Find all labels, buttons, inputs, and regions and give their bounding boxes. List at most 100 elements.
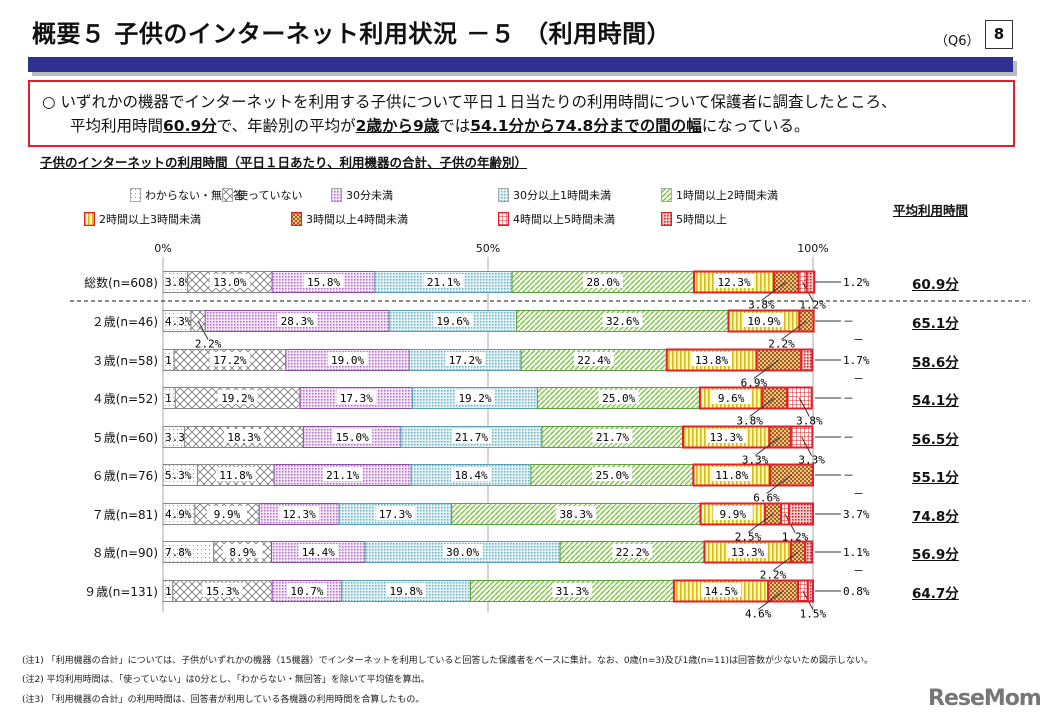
- label-background: [222, 544, 263, 558]
- data-label: 17.2%: [213, 354, 246, 367]
- label-background: [215, 467, 256, 481]
- axis-tick-label: 50%: [475, 242, 501, 255]
- legend-swatch: [661, 188, 672, 202]
- data-label: 9.9%: [214, 508, 241, 521]
- callout-line: [754, 436, 781, 456]
- data-label: 2.2%: [195, 338, 222, 351]
- legend-item: わからない・無回答: [130, 187, 244, 203]
- summary-box: ○ いずれかの機器でインターネットを利用する子供について平日１日当たりの利用時間…: [28, 80, 1015, 147]
- data-label: 9.6%: [718, 392, 745, 405]
- data-label: 19.2%: [221, 392, 254, 405]
- footnote-3: (注3) 「利用機器の合計」の利用時間は、回答者が利用している各機器の利用時間を…: [22, 695, 425, 705]
- average-value: 56.5分: [912, 432, 959, 448]
- label-background: [712, 506, 753, 520]
- data-label: 15.0%: [336, 431, 369, 444]
- data-label: 38.3%: [560, 508, 593, 521]
- label-background: [277, 313, 318, 327]
- legend-swatch: [291, 212, 302, 226]
- page-title: 概要５ 子供のインターネット利用状況 －５ （利用時間）: [32, 20, 672, 48]
- data-label: 2.5%: [735, 531, 762, 544]
- data-label: －: [843, 315, 854, 328]
- data-label: 32.6%: [606, 315, 639, 328]
- callout-line: [772, 551, 799, 571]
- data-label: 3.3%: [742, 454, 769, 467]
- data-label: 11.8%: [219, 469, 252, 482]
- data-label: 21.7%: [596, 431, 629, 444]
- label-background: [432, 313, 473, 327]
- data-label: －: [843, 469, 854, 482]
- axis-tick-label: 100%: [797, 242, 829, 255]
- resemom-logo: ReseMom: [928, 686, 1040, 711]
- label-background: [598, 390, 639, 404]
- callout-line: [766, 474, 792, 494]
- data-label: 19.6%: [436, 315, 469, 328]
- data-label: 7.8%: [165, 546, 192, 559]
- row-label: ７歳(n=81): [91, 508, 158, 522]
- label-background: [691, 352, 732, 366]
- average-value: 65.1分: [912, 316, 959, 332]
- data-label: 25.0%: [596, 469, 629, 482]
- data-label: 19.0%: [331, 354, 364, 367]
- label-background: [209, 274, 250, 288]
- data-label: 18.4%: [455, 469, 488, 482]
- average-value: 54.1分: [912, 393, 959, 409]
- legend-label: 1時間以上2時間未満: [676, 189, 778, 202]
- row-label: ９歳(n=131): [84, 585, 158, 599]
- legend-label: 2時間以上3時間未満: [99, 213, 201, 226]
- data-label: 19.2%: [458, 392, 491, 405]
- data-label: 13.3%: [731, 546, 764, 559]
- average-value: 56.9分: [912, 547, 959, 563]
- legend-item: 使っていない: [222, 187, 302, 203]
- callout-line: [761, 281, 787, 301]
- data-label: 17.2%: [449, 354, 482, 367]
- legend-swatch: [661, 212, 672, 226]
- label-background: [602, 313, 643, 327]
- summary-text: になっている。: [701, 117, 810, 135]
- row-label: ８歳(n=90): [91, 546, 158, 560]
- label-background: [279, 506, 320, 520]
- label-background: [386, 583, 427, 597]
- bar-segment: [806, 579, 814, 603]
- data-label: 1.7%: [843, 354, 870, 367]
- legend-swatch: [498, 212, 509, 226]
- data-label: 12.3%: [717, 276, 750, 289]
- label-background: [701, 583, 742, 597]
- label-background: [303, 274, 344, 288]
- label-background: [298, 544, 339, 558]
- chart-title: 子供のインターネットの利用時間（平日１日あたり、利用機器の合計、子供の年齢別）: [40, 155, 528, 170]
- label-background: [223, 429, 264, 443]
- legend-label: 30分未満: [346, 189, 393, 202]
- data-label: 0.8%: [843, 585, 870, 598]
- zero-label: －: [853, 565, 864, 578]
- label-background: [209, 352, 250, 366]
- label-background: [583, 274, 624, 288]
- legend-label: 5時間以上: [676, 213, 727, 226]
- data-label: 15.3%: [206, 585, 239, 598]
- data-label: 17.3%: [379, 508, 412, 521]
- data-label: 3.8%: [796, 415, 823, 428]
- data-label: 1.2%: [799, 299, 826, 312]
- data-label: 12.3%: [283, 508, 316, 521]
- label-background: [711, 390, 752, 404]
- legend-item: 2時間以上3時間未満: [84, 211, 201, 227]
- footnote-2: (注2) 平均利用時間は、「使っていない」は0分とし、「わからない・無回答」を除…: [22, 675, 430, 685]
- summary-highlight: 60.9分: [163, 117, 217, 135]
- summary-text: では: [439, 117, 471, 135]
- data-label: 30.0%: [446, 546, 479, 559]
- data-label: 13.3%: [710, 431, 743, 444]
- bar-segment: [768, 425, 792, 449]
- average-value: 64.7分: [912, 586, 959, 602]
- data-label: 18.3%: [227, 431, 260, 444]
- bar-segment: [800, 348, 814, 372]
- average-value: 58.6分: [912, 355, 959, 371]
- legend-item: 5時間以上: [661, 211, 727, 227]
- summary-highlight: 54.1分から74.8分までの間の幅: [470, 117, 702, 135]
- data-label: 13.8%: [695, 354, 728, 367]
- bar-segment: [787, 502, 815, 526]
- summary-text: 平均利用時間: [70, 117, 164, 135]
- label-background: [455, 390, 495, 404]
- summary-highlight: 2歳から9歳: [355, 117, 440, 135]
- row-label: ２歳(n=46): [91, 315, 158, 329]
- label-background: [556, 506, 597, 520]
- label-background: [286, 583, 327, 597]
